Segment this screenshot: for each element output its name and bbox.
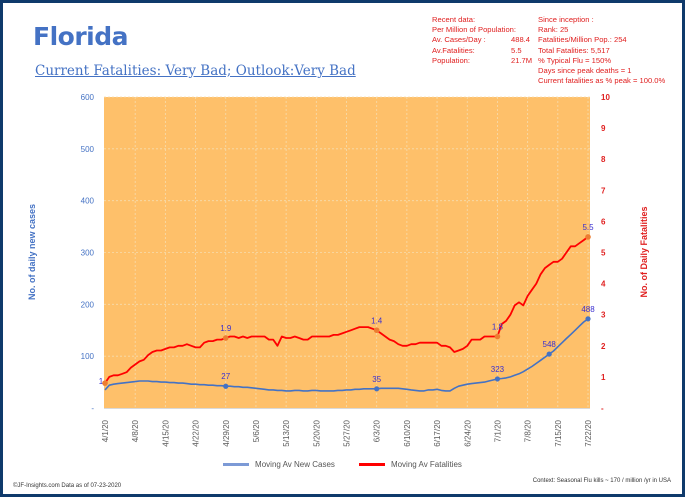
x-tick-label: 5/13/20 [282,419,291,446]
x-tick-label: 5/27/20 [343,419,352,446]
recent-row: Population: 21.7M [432,56,532,66]
inception-line: Days since peak deaths = 1 [538,66,632,76]
recent-value: 21.7M [511,55,533,65]
y2-tick-label: 1 [601,373,606,382]
legend-item-fatalities[interactable]: Moving Av Fatalities [358,460,462,469]
inception-line: % Typical Flu = 150% [538,55,612,65]
recent-row: Av.Fatalities: 5.5 [432,46,532,56]
data-point-cases [374,386,380,392]
data-label-cases: 35 [372,375,381,384]
inception-line: Rank: 25 [538,25,569,35]
y2-tick-label: 6 [601,217,606,226]
inception-line: Total Fatalities: 5,517 [538,45,610,55]
x-tick-label: 4/29/20 [222,419,231,446]
y-axis-label-right: No. of Daily Fatalities [639,206,649,298]
y2-tick-label: 2 [601,342,606,351]
y2-tick-label: 3 [601,311,606,320]
x-tick-label: 4/22/20 [192,419,201,446]
y-tick-label: 600 [81,93,95,102]
y-axis-label-left: No. of daily new cases [27,203,37,301]
data-point-fatalities [494,333,501,340]
recent-value: 488.4 [511,35,531,45]
data-label-fatalities: 5.5 [582,223,594,232]
y-tick-label: 400 [81,197,95,206]
x-tick-label: 5/6/20 [252,419,261,442]
data-point-fatalities [102,380,108,386]
recent-heading: Recent data: [432,15,476,24]
recent-label: Av. Cases/Day : [432,35,486,45]
x-tick-label: 6/10/20 [403,419,412,446]
data-point-fatalities [373,327,380,334]
inception-line: Current fatalities as % peak = 100.0% [538,76,666,86]
inception-line: Since inception : [538,15,594,24]
x-tick-label: 6/17/20 [433,419,442,446]
y2-tick-label: 8 [601,155,606,164]
data-label-fatalities: 1.9 [220,324,232,333]
y-tick-label: 300 [81,249,95,258]
data-label-fatalities: 1.8 [492,322,504,331]
y2-tick-label: 7 [601,186,606,195]
recent-value: 5.5 [511,45,522,55]
y2-tick-label: 10 [601,93,610,102]
data-point-cases [223,383,229,389]
legend-item-cases[interactable]: Moving Av New Cases [223,460,335,469]
footer-context: Context: Seasonal Flu kills ~ 170 / mill… [532,478,671,484]
x-tick-label: 7/22/20 [584,419,593,446]
series-line-fatalities [104,236,589,384]
x-tick-label: 7/1/20 [493,419,502,442]
y-tick-label: - [91,404,94,413]
x-tick-label: 6/3/20 [373,419,382,442]
per-million-heading: Per Million of Population: [432,25,516,35]
data-label-cases: 548 [543,340,557,349]
recent-data-panel: Recent data: Per Million of Population: … [432,15,532,66]
y-tick-label: 100 [81,352,95,361]
footer-source: ©JF-Insights.com Data as of 07-23-2020 [13,483,122,489]
status-subtitle: Current Fatalities: Very Bad; Outlook:Ve… [35,63,356,79]
y2-tick-label: - [601,404,604,413]
recent-label: Population: [432,55,470,65]
x-tick-label: 7/15/20 [554,419,563,446]
y-tick-label: 500 [81,145,95,154]
x-tick-label: 4/15/20 [161,419,170,446]
data-point-fatalities [585,234,591,240]
series-line-cases [104,318,589,392]
legend-label: Moving Av New Cases [255,460,335,469]
x-tick-label: 4/8/20 [131,419,140,442]
legend-label: Moving Av Fatalities [390,460,462,469]
data-label-cases: 488 [581,305,595,314]
legend: Moving Av New Cases Moving Av Fatalities [0,460,685,469]
x-tick-label: 6/24/20 [463,419,472,446]
page-title: Florida [33,22,129,51]
y-tick-label: 200 [81,300,95,309]
data-label-cases: 323 [491,365,505,374]
x-tick-label: 5/20/20 [312,419,321,446]
y2-tick-label: 9 [601,124,606,133]
data-label-fatalities: 1.4 [371,316,383,325]
x-tick-label: 4/1/20 [101,419,110,442]
inception-line: Fatalities/Million Pop.: 254 [538,35,627,45]
data-point-fatalities [222,335,229,341]
legend-swatch-fatalities [358,463,385,466]
inception-panel: Since inception : Rank: 25 Fatalities/Mi… [538,15,665,86]
recent-row: Av. Cases/Day : 488.4 [432,35,532,45]
data-point-cases [546,351,552,357]
y2-tick-label: 4 [601,280,606,289]
x-tick-label: 7/8/20 [524,419,533,442]
data-point-cases [585,316,591,322]
data-label-cases: 27 [221,372,230,381]
data-label-cases: 1 [99,377,104,386]
legend-swatch-cases [223,463,250,466]
recent-label: Av.Fatalities: [432,45,475,55]
data-point-cases [494,376,501,382]
y2-tick-label: 5 [601,249,606,258]
